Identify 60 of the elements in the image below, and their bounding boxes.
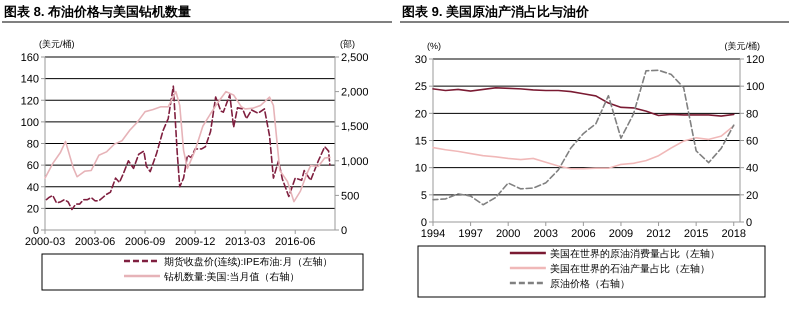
- y-tick-label: 30: [414, 54, 427, 66]
- y-tick-label: 160: [20, 52, 39, 64]
- y2-tick-label: 0: [341, 225, 348, 237]
- y2-tick-label: 120: [746, 54, 764, 66]
- x-tick-label: 2012: [646, 228, 671, 240]
- y2-tick-label: 80: [746, 108, 758, 120]
- y-tick-label: 0: [32, 225, 39, 237]
- legend-label: 钻机数量:美国:当月值（右轴）: [162, 271, 300, 283]
- x-tick-label: 2018: [721, 228, 746, 240]
- legend-item: 钻机数量:美国:当月值（右轴）: [124, 272, 300, 283]
- y-tick-label: 120: [20, 95, 39, 108]
- x-tick-label: 2013-03: [224, 236, 266, 248]
- legend-label: 美国在世界的原油消费量占比（左轴）: [550, 248, 720, 260]
- y-tick-label: 25: [414, 81, 427, 94]
- x-tick-label: 1997: [458, 228, 483, 240]
- x-tick-label: 2006-09: [124, 236, 166, 248]
- y-tick-label: 0: [420, 217, 427, 229]
- y-tick-label: 20: [26, 203, 39, 216]
- x-tick-label: 2016-06: [275, 236, 316, 248]
- y-tick-label: 10: [414, 162, 427, 175]
- y-tick-label: 100: [20, 116, 39, 129]
- legend-label: 美国在世界的石油产量占比（左轴）: [550, 263, 710, 275]
- legend-item: 美国在世界的石油产量占比（左轴）: [510, 264, 710, 275]
- legend-item: 期货收盘价(连续):IPE布油:月（左轴）: [124, 257, 332, 268]
- y-tick-label: 5: [420, 190, 427, 202]
- chart-title: 图表 9. 美国原油产消占比与油价: [402, 4, 590, 19]
- y2-tick-label: 20: [746, 190, 758, 202]
- chart-title: 图表 8. 布油价格与美国钻机数量: [4, 4, 192, 19]
- y2-tick-label: 1,000: [341, 156, 369, 168]
- y2-axis-title: (部): [340, 39, 355, 49]
- y2-tick-label: 500: [341, 190, 360, 202]
- y-tick-label: 40: [26, 182, 39, 194]
- x-tick-label: 2000: [496, 228, 520, 240]
- y-tick-label: 140: [20, 74, 39, 86]
- y2-tick-label: 0: [746, 217, 752, 229]
- x-tick-label: 2003-06: [74, 236, 116, 248]
- legend-label: 期货收盘价(连续):IPE布油:月（左轴）: [164, 256, 332, 268]
- x-tick-label: 2000-03: [24, 236, 66, 248]
- x-tick-label: 2009: [608, 228, 634, 240]
- y2-tick-label: 1,500: [341, 121, 369, 134]
- legend-item: 美国在世界的原油消费量占比（左轴）: [510, 249, 720, 260]
- x-tick-label: 1994: [420, 228, 446, 240]
- x-tick-label: 2015: [684, 228, 708, 240]
- x-tick-label: 2003: [534, 228, 558, 240]
- y-axis-title: (%): [427, 41, 441, 51]
- legend-label: 原油价格（右轴）: [550, 278, 630, 290]
- y2-tick-label: 60: [746, 136, 758, 148]
- y2-tick-label: 100: [746, 81, 764, 94]
- y2-axis-title: (美元/桶): [724, 41, 760, 51]
- y-tick-label: 60: [26, 160, 39, 172]
- legend-item: 原油价格（右轴）: [510, 279, 630, 290]
- y-axis-title: (美元/桶): [39, 39, 74, 49]
- y-tick-label: 20: [414, 108, 427, 120]
- y2-tick-label: 2,000: [341, 86, 369, 99]
- y-tick-label: 80: [26, 138, 39, 150]
- y-tick-label: 15: [414, 136, 427, 148]
- y2-tick-label: 2,500: [341, 52, 369, 64]
- x-tick-label: 2009-12: [174, 236, 216, 248]
- x-tick-label: 2006: [571, 228, 596, 240]
- y2-tick-label: 40: [746, 162, 758, 175]
